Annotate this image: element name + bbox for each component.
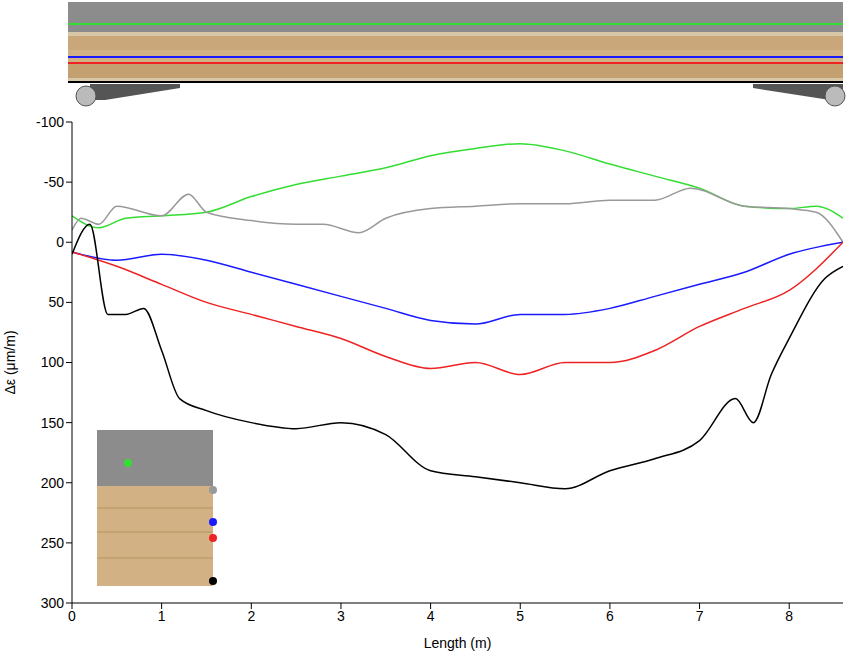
- svg-text:200: 200: [41, 475, 65, 491]
- svg-text:0: 0: [56, 234, 64, 250]
- svg-text:300: 300: [41, 595, 65, 611]
- svg-text:Length (m): Length (m): [424, 635, 492, 651]
- svg-text:0: 0: [68, 608, 76, 624]
- svg-text:Δε (μm/m): Δε (μm/m): [2, 330, 18, 394]
- svg-text:1: 1: [158, 608, 166, 624]
- svg-text:3: 3: [337, 608, 345, 624]
- svg-text:6: 6: [606, 608, 614, 624]
- svg-text:2: 2: [247, 608, 255, 624]
- svg-text:8: 8: [785, 608, 793, 624]
- svg-text:7: 7: [696, 608, 704, 624]
- svg-text:-50: -50: [44, 174, 64, 190]
- svg-text:100: 100: [41, 354, 65, 370]
- svg-text:-100: -100: [36, 114, 64, 130]
- svg-text:150: 150: [41, 415, 65, 431]
- svg-text:4: 4: [427, 608, 435, 624]
- svg-text:250: 250: [41, 535, 65, 551]
- svg-text:50: 50: [48, 294, 64, 310]
- svg-text:5: 5: [516, 608, 524, 624]
